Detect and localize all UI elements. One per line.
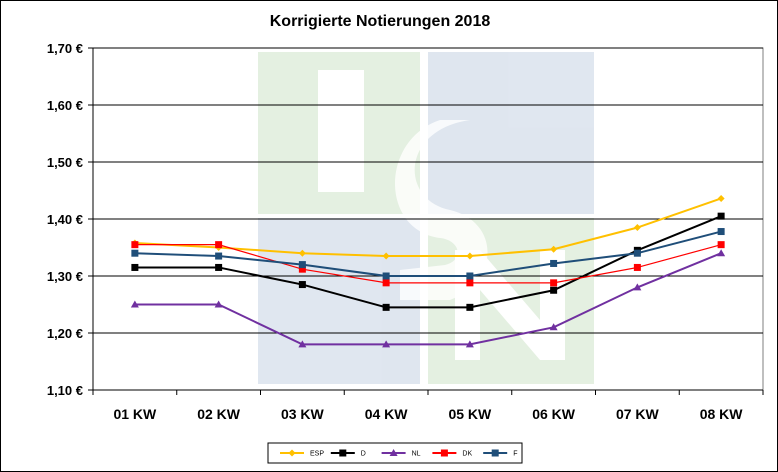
series-dk <box>131 241 725 287</box>
point-f-marker <box>633 249 641 257</box>
legend-label: ESP <box>310 451 324 458</box>
series-line-f <box>134 230 722 277</box>
y-axis: 1,10 € 1,20 € 1,30 € 1,40 € 1,50 € 1,60 € 1,70… <box>47 41 94 398</box>
point-nl-marker <box>633 283 642 291</box>
y-tick-label: 1,50 € <box>47 155 83 170</box>
point-nl-marker <box>717 249 726 257</box>
y-tick-label: 1,10 € <box>47 383 83 398</box>
point-f-marker <box>550 259 558 267</box>
x-axis: 01 KW 02 KW 03 KW 04 KW 05 KW 06 KW 07 KW 08 KW <box>92 390 764 422</box>
point-nl-marker <box>214 300 223 308</box>
x-tick-label: 05 KW <box>448 406 492 422</box>
series-line-dk <box>134 244 722 284</box>
legend-label: NL <box>412 451 421 458</box>
legend-esp-marker <box>288 449 296 457</box>
series-f <box>131 228 725 280</box>
x-tick-label: 03 KW <box>281 406 325 422</box>
point-nl-marker <box>382 340 391 348</box>
series-line-d <box>134 215 722 309</box>
point-f-marker <box>215 252 223 260</box>
legend-item-nl: NL <box>381 449 421 458</box>
point-d-marker <box>215 263 223 271</box>
point-nl-marker <box>298 340 307 348</box>
isn-watermark-logo <box>258 52 594 384</box>
point-d-marker <box>550 286 558 294</box>
x-tick-label: 04 KW <box>365 406 409 422</box>
legend: ESP D NL DK F <box>267 442 523 464</box>
point-d-marker <box>131 263 139 271</box>
point-f-marker <box>131 249 139 257</box>
point-d-marker <box>298 281 306 289</box>
point-dk-marker <box>550 279 558 287</box>
legend-item-dk: DK <box>432 449 472 458</box>
point-f-marker <box>466 272 474 280</box>
x-tick-label: 07 KW <box>616 406 660 422</box>
point-esp-marker <box>633 224 641 232</box>
legend-dk-marker <box>440 449 448 457</box>
point-dk-marker <box>298 265 306 273</box>
point-d-marker <box>466 303 474 311</box>
legend-item-d: D <box>330 449 366 458</box>
point-dk-marker <box>382 279 390 287</box>
y-tick-label: 1,30 € <box>47 269 83 284</box>
point-dk-marker <box>131 241 139 249</box>
point-d-marker <box>717 212 725 220</box>
chart-title: Korrigierte Notierungen 2018 <box>270 13 491 30</box>
point-esp-marker <box>466 252 474 260</box>
x-tick-label: 02 KW <box>197 406 241 422</box>
point-nl-marker <box>549 323 558 331</box>
point-nl-marker <box>130 300 139 308</box>
legend-label: F <box>513 451 517 458</box>
series-layer <box>130 194 726 348</box>
gridlines <box>93 47 763 391</box>
point-f-marker <box>382 272 390 280</box>
point-d-marker <box>382 303 390 311</box>
legend-label: D <box>361 451 366 458</box>
y-tick-label: 1,70 € <box>47 41 83 56</box>
legend-nl-marker <box>389 449 398 456</box>
point-dk-marker <box>215 241 223 249</box>
y-tick-label: 1,40 € <box>47 212 83 227</box>
legend-label: DK <box>462 451 472 458</box>
point-dk-marker <box>717 241 725 249</box>
y-tick-label: 1,60 € <box>47 98 83 113</box>
point-esp-marker <box>550 245 558 253</box>
point-esp-marker <box>717 194 725 202</box>
legend-item-f: F <box>483 449 517 458</box>
point-esp-marker <box>298 249 306 257</box>
x-tick-label: 06 KW <box>532 406 576 422</box>
x-tick-label: 08 KW <box>700 406 744 422</box>
y-tick-label: 1,20 € <box>47 326 83 341</box>
point-nl-marker <box>465 340 474 348</box>
series-line-nl <box>134 252 722 346</box>
point-esp-marker <box>382 252 390 260</box>
x-tick-label: 01 KW <box>113 406 157 422</box>
legend-d-marker <box>339 449 347 457</box>
point-f-marker <box>298 261 306 269</box>
point-dk-marker <box>633 263 641 271</box>
legend-item-esp: ESP <box>280 449 324 458</box>
legend-f-marker <box>491 449 499 457</box>
series-nl <box>130 249 726 348</box>
point-dk-marker <box>466 279 474 287</box>
point-f-marker <box>717 228 725 236</box>
